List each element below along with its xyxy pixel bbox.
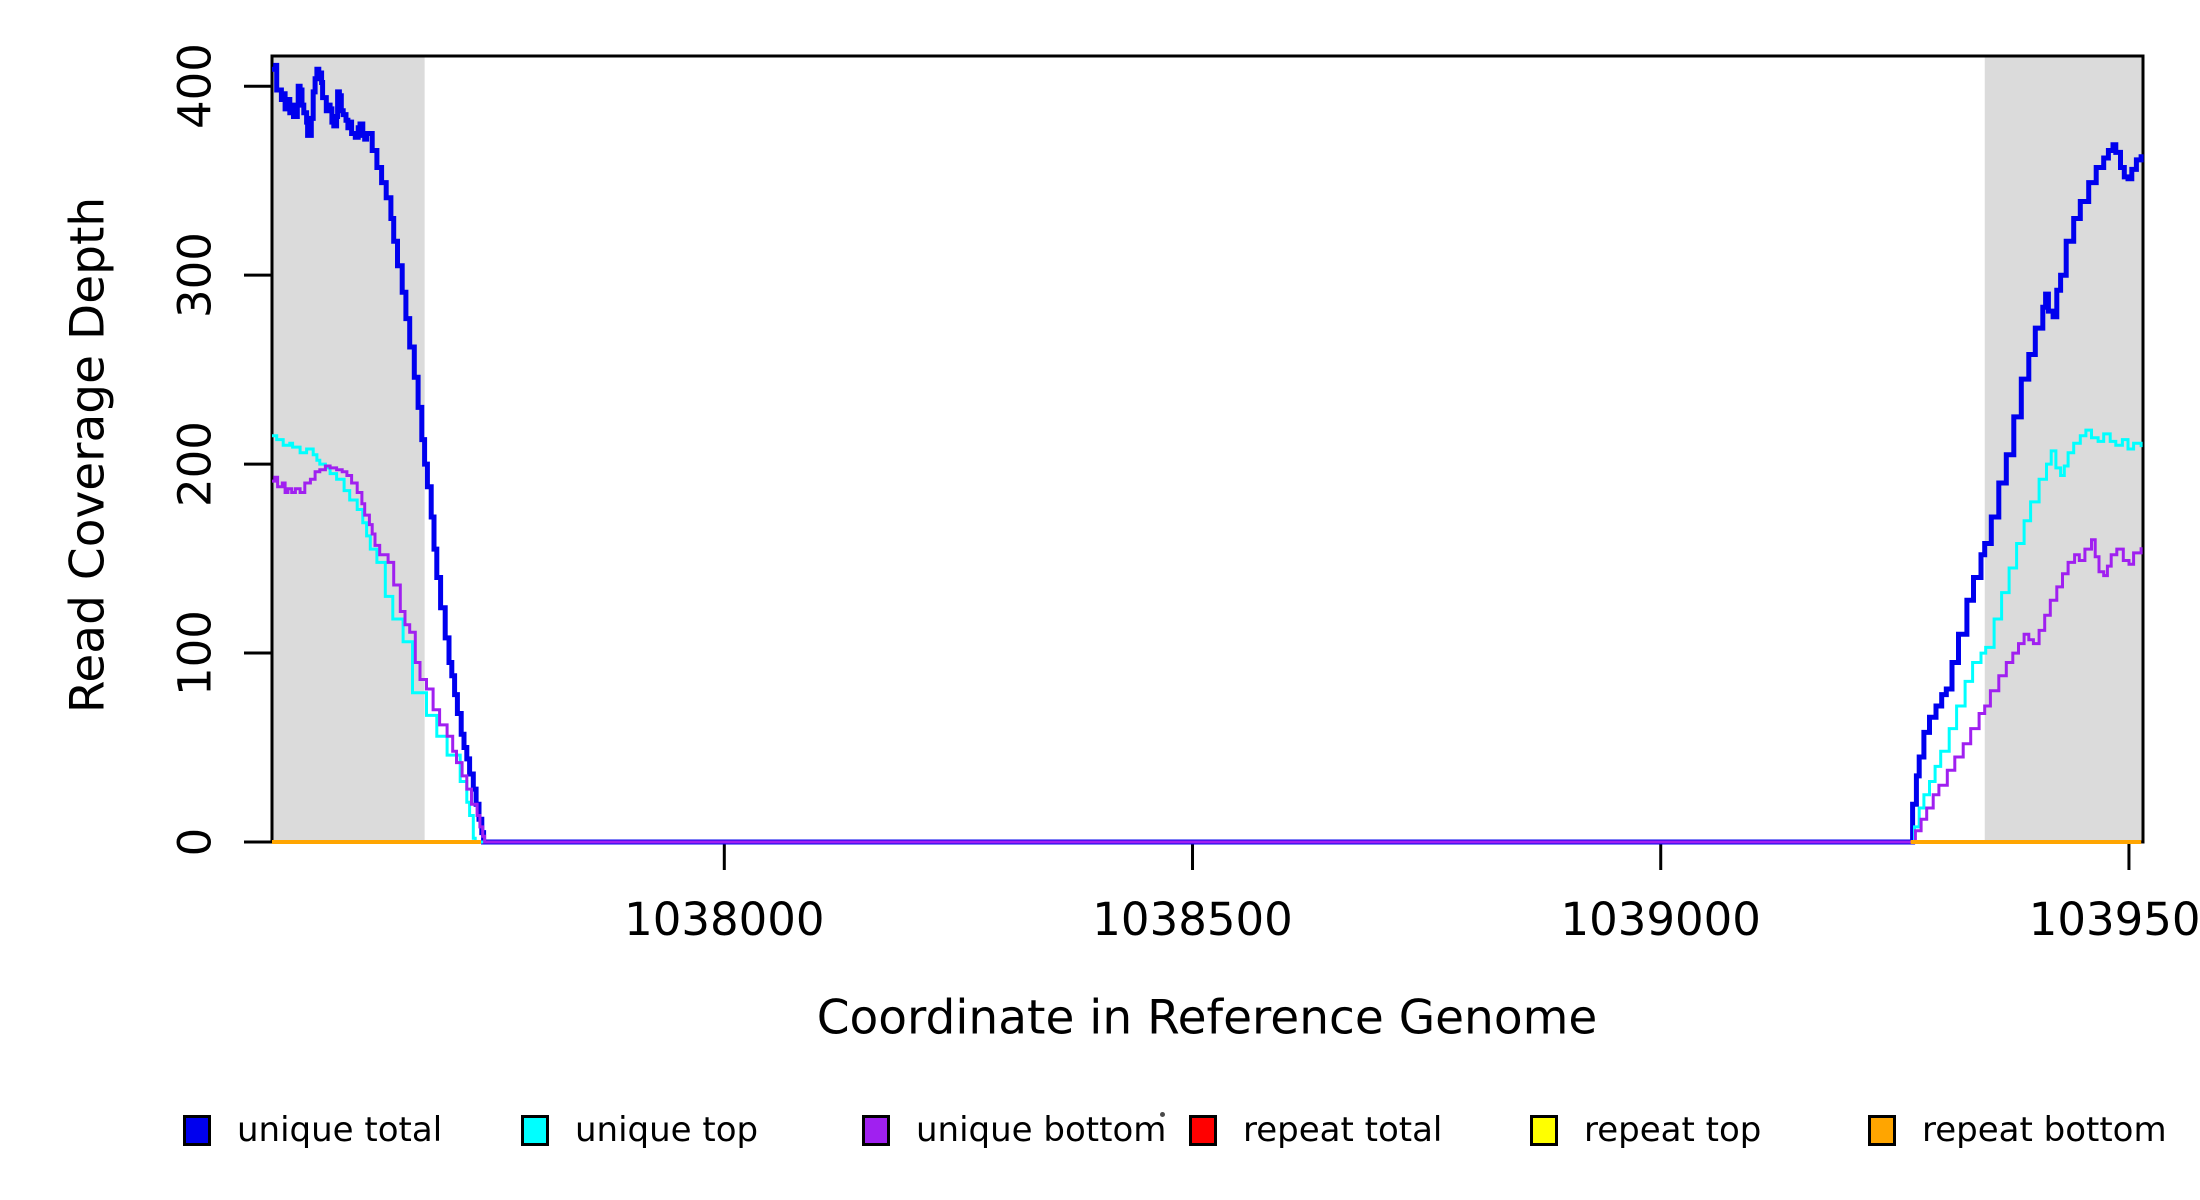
legend-label-unique-top: unique top	[575, 1110, 759, 1150]
legend-item-repeat-bottom: repeat bottom	[1868, 1108, 2167, 1152]
series-unique-total-seg0	[272, 62, 2144, 845]
shaded-region-1	[1984, 56, 2143, 842]
x-tick-label-1038000: 1038000	[624, 893, 825, 946]
legend-item-unique-bottom: unique bottom	[862, 1108, 1166, 1152]
y-tick-label-0: 0	[168, 827, 222, 857]
x-tick-label-1039000: 1039000	[1560, 893, 1761, 946]
legend-label-repeat-bottom: repeat bottom	[1922, 1110, 2167, 1150]
legend-swatch-repeat-total	[1189, 1114, 1217, 1146]
legend-label-repeat-total: repeat total	[1243, 1110, 1443, 1150]
legend-swatch-unique-bottom	[862, 1114, 890, 1146]
legend-label-repeat-top: repeat top	[1584, 1110, 1762, 1150]
legend-swatch-repeat-top	[1530, 1114, 1558, 1146]
series-unique-top-seg0	[272, 428, 2143, 844]
legend-item-repeat-top: repeat top	[1530, 1108, 1761, 1152]
series-unique-bottom-seg0	[272, 464, 2143, 844]
stray-mark	[1160, 1112, 1165, 1117]
legend-item-repeat-total: repeat total	[1189, 1108, 1442, 1152]
plot-box	[270, 54, 2145, 844]
legend: unique total unique top unique bottom repea…	[0, 0, 2200, 1147]
legend-item-unique-top: unique top	[521, 1108, 758, 1152]
y-tick-label-200: 200	[168, 421, 222, 508]
legend-label-unique-total: unique total	[237, 1110, 443, 1150]
shaded-region-0	[272, 56, 425, 842]
legend-swatch-unique-total	[183, 1114, 211, 1146]
legend-label-unique-bottom: unique bottom	[916, 1110, 1167, 1150]
x-axis-title: Coordinate in Reference Genome	[816, 990, 1598, 1046]
y-axis-title: Read Coverage Depth	[60, 196, 116, 714]
legend-item-unique-total: unique total	[183, 1108, 442, 1152]
x-tick-label-1038500: 1038500	[1092, 893, 1293, 946]
legend-swatch-repeat-bottom	[1868, 1114, 1896, 1146]
y-tick-label-100: 100	[168, 610, 222, 696]
legend-swatch-unique-top	[521, 1114, 549, 1146]
y-tick-label-300: 300	[168, 232, 222, 319]
